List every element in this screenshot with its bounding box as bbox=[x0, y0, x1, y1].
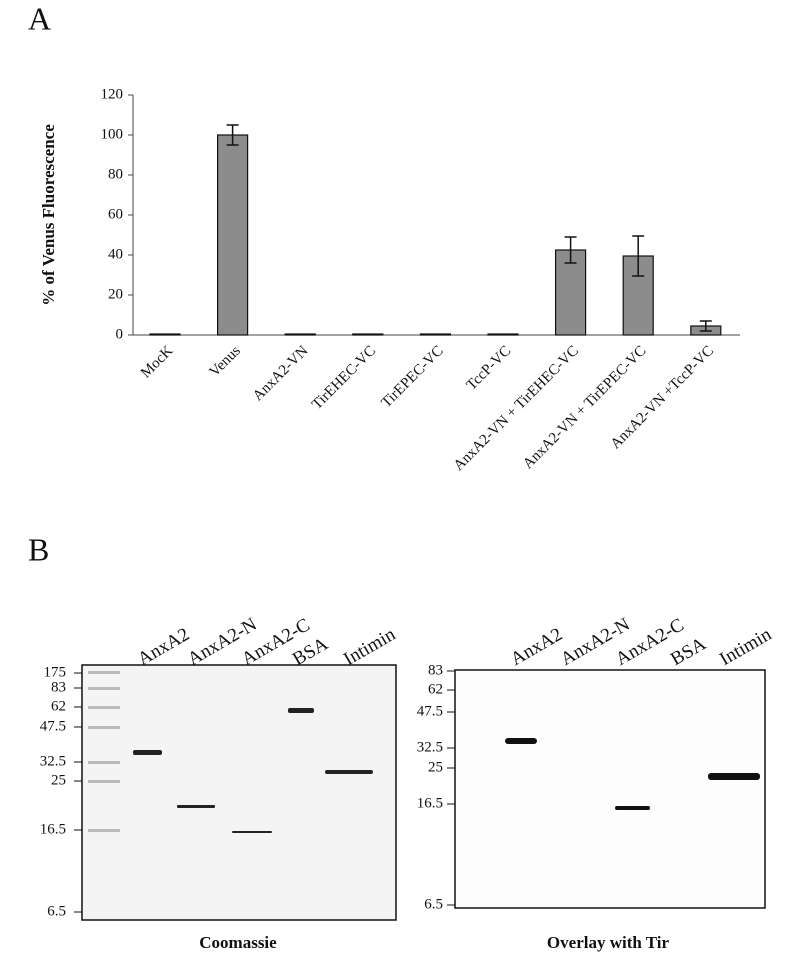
marker-label: 16.5 bbox=[40, 821, 66, 837]
y-tick-label: 80 bbox=[108, 166, 123, 182]
y-tick-label: 100 bbox=[101, 126, 124, 142]
y-tick-label: 40 bbox=[108, 246, 123, 262]
gel-frame bbox=[81, 664, 397, 921]
y-tick-label: 0 bbox=[116, 326, 124, 342]
ladder bbox=[88, 671, 120, 832]
bar bbox=[352, 333, 384, 336]
lane-label: AnxA2 bbox=[134, 624, 193, 670]
gel-frame bbox=[454, 669, 766, 909]
lane-label: Intimin bbox=[340, 624, 399, 670]
lane-label: AnxA2 bbox=[507, 624, 566, 670]
gel bbox=[81, 664, 397, 921]
marker-label: 32.5 bbox=[417, 739, 443, 755]
bands bbox=[505, 738, 760, 810]
marker-label: 25 bbox=[51, 772, 66, 788]
x-tick-label: AnxA2-VN + TirEPEC-VC bbox=[520, 343, 649, 472]
marker-label: 83 bbox=[51, 679, 66, 695]
marker-label: 175 bbox=[44, 664, 67, 680]
x-tick-label: TirEHEC-VC bbox=[309, 343, 379, 413]
error-bar bbox=[226, 124, 239, 146]
marker-label: 25 bbox=[428, 759, 443, 775]
error-bar bbox=[564, 236, 577, 264]
y-tick-label: 20 bbox=[108, 286, 123, 302]
bar bbox=[554, 249, 587, 336]
bar bbox=[149, 333, 181, 336]
y-axis-label: % of Venus Fluorescence bbox=[39, 124, 58, 306]
marker-label: 16.5 bbox=[417, 795, 443, 811]
x-tick-label: AnxA2-VN + TirEHEC-VC bbox=[451, 343, 582, 474]
x-tick-label: TccP-VC bbox=[464, 343, 515, 394]
panel-label: B bbox=[28, 531, 49, 567]
bar bbox=[217, 134, 249, 336]
marker-label: 47.5 bbox=[417, 703, 443, 719]
marker-label: 32.5 bbox=[40, 753, 66, 769]
marker-label: 62 bbox=[428, 681, 443, 697]
panel-label: A bbox=[28, 0, 51, 36]
x-tick-label: Venus bbox=[207, 343, 244, 380]
marker-label: 47.5 bbox=[40, 718, 66, 734]
x-tick-label: TirEPEC-VC bbox=[379, 343, 447, 411]
bar bbox=[284, 333, 316, 336]
error-bar bbox=[632, 235, 645, 277]
gel-caption: Overlay with Tir bbox=[547, 933, 670, 952]
lane-label: Intimin bbox=[716, 624, 775, 670]
y-tick-label: 60 bbox=[108, 206, 123, 222]
bar bbox=[419, 333, 451, 336]
marker-label: 6.5 bbox=[47, 903, 66, 919]
x-tick-label: MocK bbox=[138, 343, 177, 382]
marker-label: 83 bbox=[428, 662, 443, 678]
x-tick-label: AnxA2-VN bbox=[250, 343, 312, 405]
y-tick-label: 120 bbox=[101, 86, 124, 102]
marker-label: 6.5 bbox=[424, 896, 443, 912]
gel-caption: Coomassie bbox=[199, 933, 277, 952]
bands bbox=[133, 708, 373, 833]
gel bbox=[454, 669, 766, 909]
marker-label: 62 bbox=[51, 698, 66, 714]
error-bar bbox=[699, 320, 712, 332]
bar bbox=[487, 333, 519, 336]
